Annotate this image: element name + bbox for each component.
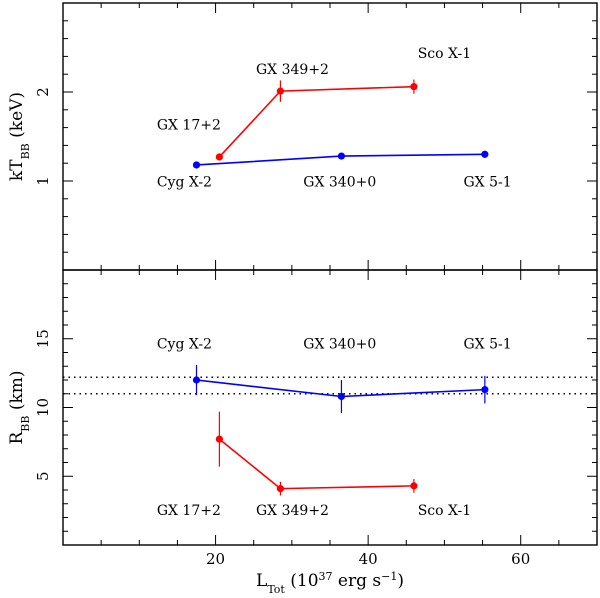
source-label: Sco X-1 (418, 46, 471, 62)
source-label: GX 340+0 (303, 174, 376, 190)
y-tick-label: 15 (34, 329, 52, 348)
series-line (218, 85, 414, 158)
x-tick-label: 20 (206, 550, 225, 568)
source-label: Cyg X-2 (157, 336, 212, 352)
source-label: GX 17+2 (157, 503, 221, 519)
series-line (218, 438, 414, 490)
y-tick-label: 5 (34, 471, 52, 481)
data-point (276, 87, 285, 95)
y-tick-label: 2 (34, 87, 52, 97)
data-point (215, 153, 223, 161)
x-axis-label: LTot (1037 erg s−1) (256, 570, 404, 596)
source-label: Cyg X-2 (157, 174, 212, 190)
data-point (215, 435, 223, 443)
data-point (192, 161, 201, 169)
x-tick-label: 60 (511, 550, 530, 568)
data-point (410, 83, 418, 91)
y-axis-label: kTBB (keV) (7, 92, 32, 181)
source-label: GX 5-1 (464, 336, 512, 352)
data-point (410, 482, 418, 490)
source-label: GX 17+2 (157, 117, 221, 133)
plot-frame (62, 2, 598, 271)
source-label: GX 349+2 (256, 62, 329, 78)
plot-frame (62, 269, 598, 546)
source-label: GX 349+2 (256, 503, 329, 519)
y-tick-label: 1 (34, 176, 52, 186)
data-point (481, 386, 489, 394)
x-tick-label: 40 (359, 550, 378, 568)
y-axis-label: RBB (km) (7, 370, 32, 444)
source-label: Sco X-1 (418, 503, 471, 519)
source-label: GX 5-1 (464, 174, 512, 190)
data-point (481, 150, 489, 158)
data-point (276, 485, 285, 493)
data-point (337, 392, 346, 401)
y-tick-label: 10 (34, 398, 52, 417)
data-point (337, 152, 346, 160)
panel-top: 1 2 GX 17+2 GX 349+2 Sco X-1 Cyg X-2 GX 340+0 G… (7, 2, 598, 271)
data-point (192, 376, 201, 384)
source-label: GX 340+0 (303, 336, 376, 352)
panel-bottom: 5 10 15 20 40 60 Cyg X-2 GX 340+0 GX 5-1 GX 17+2 G… (7, 269, 598, 596)
